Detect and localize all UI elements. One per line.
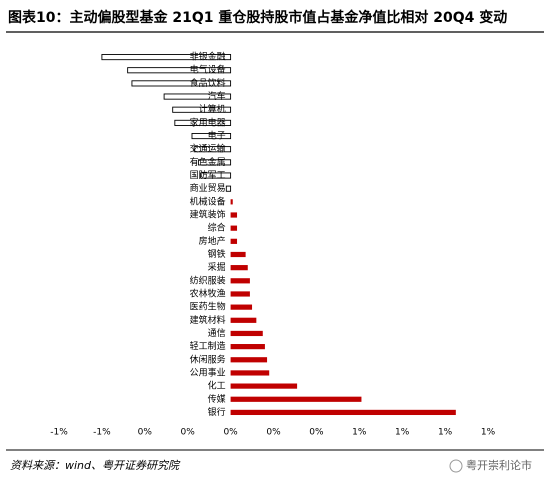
bar bbox=[200, 172, 232, 179]
bar bbox=[230, 278, 250, 284]
y-tick-label: 轻工制造 bbox=[190, 340, 226, 352]
bar bbox=[230, 370, 270, 376]
y-tick-label: 建筑材料 bbox=[190, 314, 226, 326]
bar bbox=[174, 119, 232, 126]
y-tick-label: 家用电器 bbox=[190, 116, 226, 128]
x-tick-label: 0% bbox=[138, 428, 153, 438]
y-tick-label: 农林牧渔 bbox=[190, 287, 226, 299]
watermark-icon bbox=[449, 459, 463, 473]
bar bbox=[193, 146, 232, 153]
y-tick-label: 综合 bbox=[208, 222, 226, 234]
bar bbox=[230, 357, 268, 363]
y-tick-label: 休闲服务 bbox=[190, 353, 226, 365]
y-tick-label: 房地产 bbox=[199, 235, 226, 247]
bar bbox=[230, 396, 362, 402]
bar bbox=[230, 317, 257, 323]
bar bbox=[230, 212, 238, 218]
bar bbox=[230, 291, 250, 297]
x-tick-label: 1% bbox=[438, 428, 453, 438]
y-tick-label: 国防军工 bbox=[190, 169, 226, 181]
bar bbox=[172, 106, 232, 113]
bar bbox=[230, 383, 298, 389]
y-tick-label: 钢铁 bbox=[208, 248, 226, 260]
y-tick-label: 有色金属 bbox=[190, 156, 226, 168]
bar bbox=[163, 93, 232, 100]
y-tick-label: 建筑装饰 bbox=[190, 209, 226, 221]
bar bbox=[127, 67, 232, 74]
bar bbox=[230, 330, 263, 337]
bar bbox=[197, 159, 232, 166]
bar bbox=[230, 304, 253, 310]
y-tick-label: 食品饮料 bbox=[190, 77, 226, 89]
y-tick-label: 公用事业 bbox=[190, 366, 226, 378]
y-tick-label: 医药生物 bbox=[190, 301, 226, 313]
x-tick-label: 0% bbox=[266, 428, 281, 438]
x-tick-label: -1% bbox=[93, 428, 111, 438]
y-tick-label: 电子 bbox=[208, 130, 226, 142]
y-tick-label: 非银金融 bbox=[190, 51, 226, 63]
chart-title: 图表10：主动偏股型基金 21Q1 重仓股持股市值占基金净值比相对 20Q4 变… bbox=[8, 9, 507, 26]
y-tick-label: 传媒 bbox=[208, 393, 226, 405]
y-tick-label: 汽车 bbox=[208, 90, 226, 102]
bar bbox=[230, 199, 233, 205]
bar bbox=[225, 185, 232, 192]
bar bbox=[101, 54, 232, 61]
watermark: 粤开崇利论市 bbox=[466, 458, 532, 472]
source: 资料来源：wind、粤开证券研究院 bbox=[10, 459, 181, 472]
y-tick-label: 银行 bbox=[208, 406, 226, 418]
y-tick-label: 化工 bbox=[208, 380, 226, 392]
bar bbox=[191, 132, 232, 140]
bar bbox=[230, 265, 248, 271]
y-tick-label: 计算机 bbox=[199, 103, 226, 115]
y-tick-label: 商业贸易 bbox=[190, 182, 226, 194]
bar bbox=[230, 344, 265, 350]
x-tick-label: 1% bbox=[352, 428, 367, 438]
y-tick-label: 采掘 bbox=[208, 261, 226, 273]
x-tick-label: 1% bbox=[481, 428, 496, 438]
x-tick-label: 0% bbox=[309, 428, 324, 438]
bar bbox=[230, 225, 238, 231]
y-tick-label: 交通运输 bbox=[190, 143, 226, 155]
x-tick-label: -1% bbox=[50, 428, 68, 438]
y-tick-label: 通信 bbox=[208, 327, 226, 339]
bar bbox=[230, 251, 246, 258]
bar bbox=[230, 409, 456, 416]
x-tick-label: 1% bbox=[395, 428, 410, 438]
bar bbox=[131, 80, 232, 87]
x-tick-label: 0% bbox=[181, 428, 196, 438]
bar bbox=[230, 238, 238, 244]
y-tick-label: 纺织服装 bbox=[190, 274, 226, 286]
y-tick-label: 机械设备 bbox=[190, 195, 226, 207]
y-tick-label: 电气设备 bbox=[190, 64, 226, 76]
x-tick-label: 0% bbox=[223, 428, 238, 438]
